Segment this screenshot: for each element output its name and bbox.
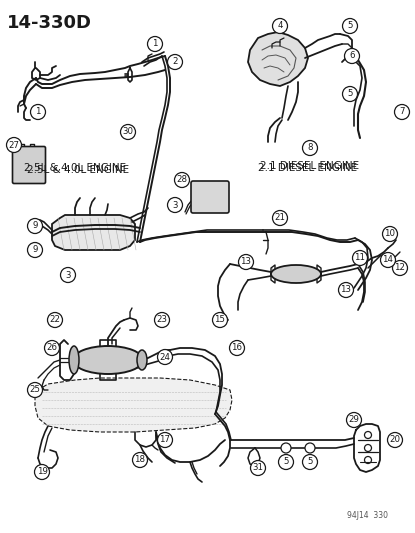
Circle shape [34,464,49,480]
Text: 17: 17 [159,435,171,445]
Circle shape [393,261,408,276]
Text: 28: 28 [176,175,188,184]
Circle shape [154,312,169,327]
Text: 16: 16 [232,343,242,352]
Text: 7: 7 [399,108,405,117]
Text: 26: 26 [46,343,58,352]
Circle shape [303,455,317,470]
Text: 5: 5 [307,457,313,466]
Text: 10: 10 [385,230,395,238]
Text: 13: 13 [241,257,251,266]
Text: 4: 4 [277,21,283,30]
Circle shape [44,341,59,356]
Text: 31: 31 [252,464,264,472]
Text: 2.1 DIESEL ENGINE: 2.1 DIESEL ENGINE [261,161,359,171]
Text: 24: 24 [159,352,171,361]
Ellipse shape [69,346,79,374]
Circle shape [27,243,42,257]
Circle shape [7,138,22,152]
Ellipse shape [137,350,147,370]
Text: 2.5L & 4.0L ENGINE: 2.5L & 4.0L ENGINE [24,163,126,173]
Circle shape [147,36,163,52]
Circle shape [303,141,317,156]
FancyBboxPatch shape [191,181,229,213]
Text: 30: 30 [122,127,134,136]
Circle shape [383,227,398,241]
Circle shape [158,350,173,365]
Circle shape [132,453,147,467]
Circle shape [27,383,42,398]
Text: 21: 21 [274,214,286,222]
Polygon shape [248,32,308,86]
Circle shape [388,432,403,448]
Circle shape [27,219,42,233]
Text: 3: 3 [65,271,71,279]
Text: 2.1 DIESEL ENGINE: 2.1 DIESEL ENGINE [259,163,358,173]
Text: 19: 19 [37,467,47,477]
Polygon shape [35,378,232,432]
Text: 29: 29 [349,416,359,424]
Text: 27: 27 [8,141,20,149]
Text: 5: 5 [347,90,353,99]
Circle shape [342,19,357,34]
Text: 1: 1 [35,108,41,117]
Text: 12: 12 [395,263,405,272]
Text: 14-330D: 14-330D [7,14,92,32]
Circle shape [281,443,291,453]
Polygon shape [52,215,135,250]
Ellipse shape [271,265,321,283]
FancyBboxPatch shape [12,147,46,183]
Circle shape [229,341,244,356]
Text: 15: 15 [215,316,225,325]
Circle shape [273,19,288,34]
Circle shape [339,282,354,297]
Circle shape [395,104,410,119]
Text: 13: 13 [340,286,352,295]
Circle shape [251,461,266,475]
Text: 18: 18 [134,456,146,464]
Text: 6: 6 [349,52,355,61]
Circle shape [381,253,395,268]
Text: 14: 14 [383,255,393,264]
Circle shape [47,312,63,327]
Text: 1: 1 [152,39,158,49]
Circle shape [239,254,254,270]
Circle shape [278,455,293,470]
Circle shape [120,125,136,140]
Circle shape [158,432,173,448]
Text: 9: 9 [32,222,38,230]
Ellipse shape [73,346,143,374]
Circle shape [342,86,357,101]
Text: 5: 5 [347,21,353,30]
Circle shape [305,443,315,453]
Circle shape [168,54,183,69]
Circle shape [347,413,361,427]
Text: 5: 5 [283,457,289,466]
Circle shape [30,104,46,119]
Circle shape [344,49,359,63]
Circle shape [273,211,288,225]
Text: 25: 25 [29,385,41,394]
Circle shape [174,173,190,188]
Text: 22: 22 [49,316,61,325]
Circle shape [352,251,368,265]
Circle shape [61,268,76,282]
Text: 2: 2 [172,58,178,67]
Text: 8: 8 [307,143,313,152]
Circle shape [212,312,227,327]
Text: 20: 20 [390,435,400,445]
Text: 2.5L & 4.0L ENGINE: 2.5L & 4.0L ENGINE [27,165,129,175]
Circle shape [168,198,183,213]
Text: 3: 3 [172,200,178,209]
Text: 9: 9 [32,246,38,254]
Text: 23: 23 [156,316,168,325]
Text: 94J14  330: 94J14 330 [347,511,388,520]
Text: 11: 11 [354,254,366,262]
